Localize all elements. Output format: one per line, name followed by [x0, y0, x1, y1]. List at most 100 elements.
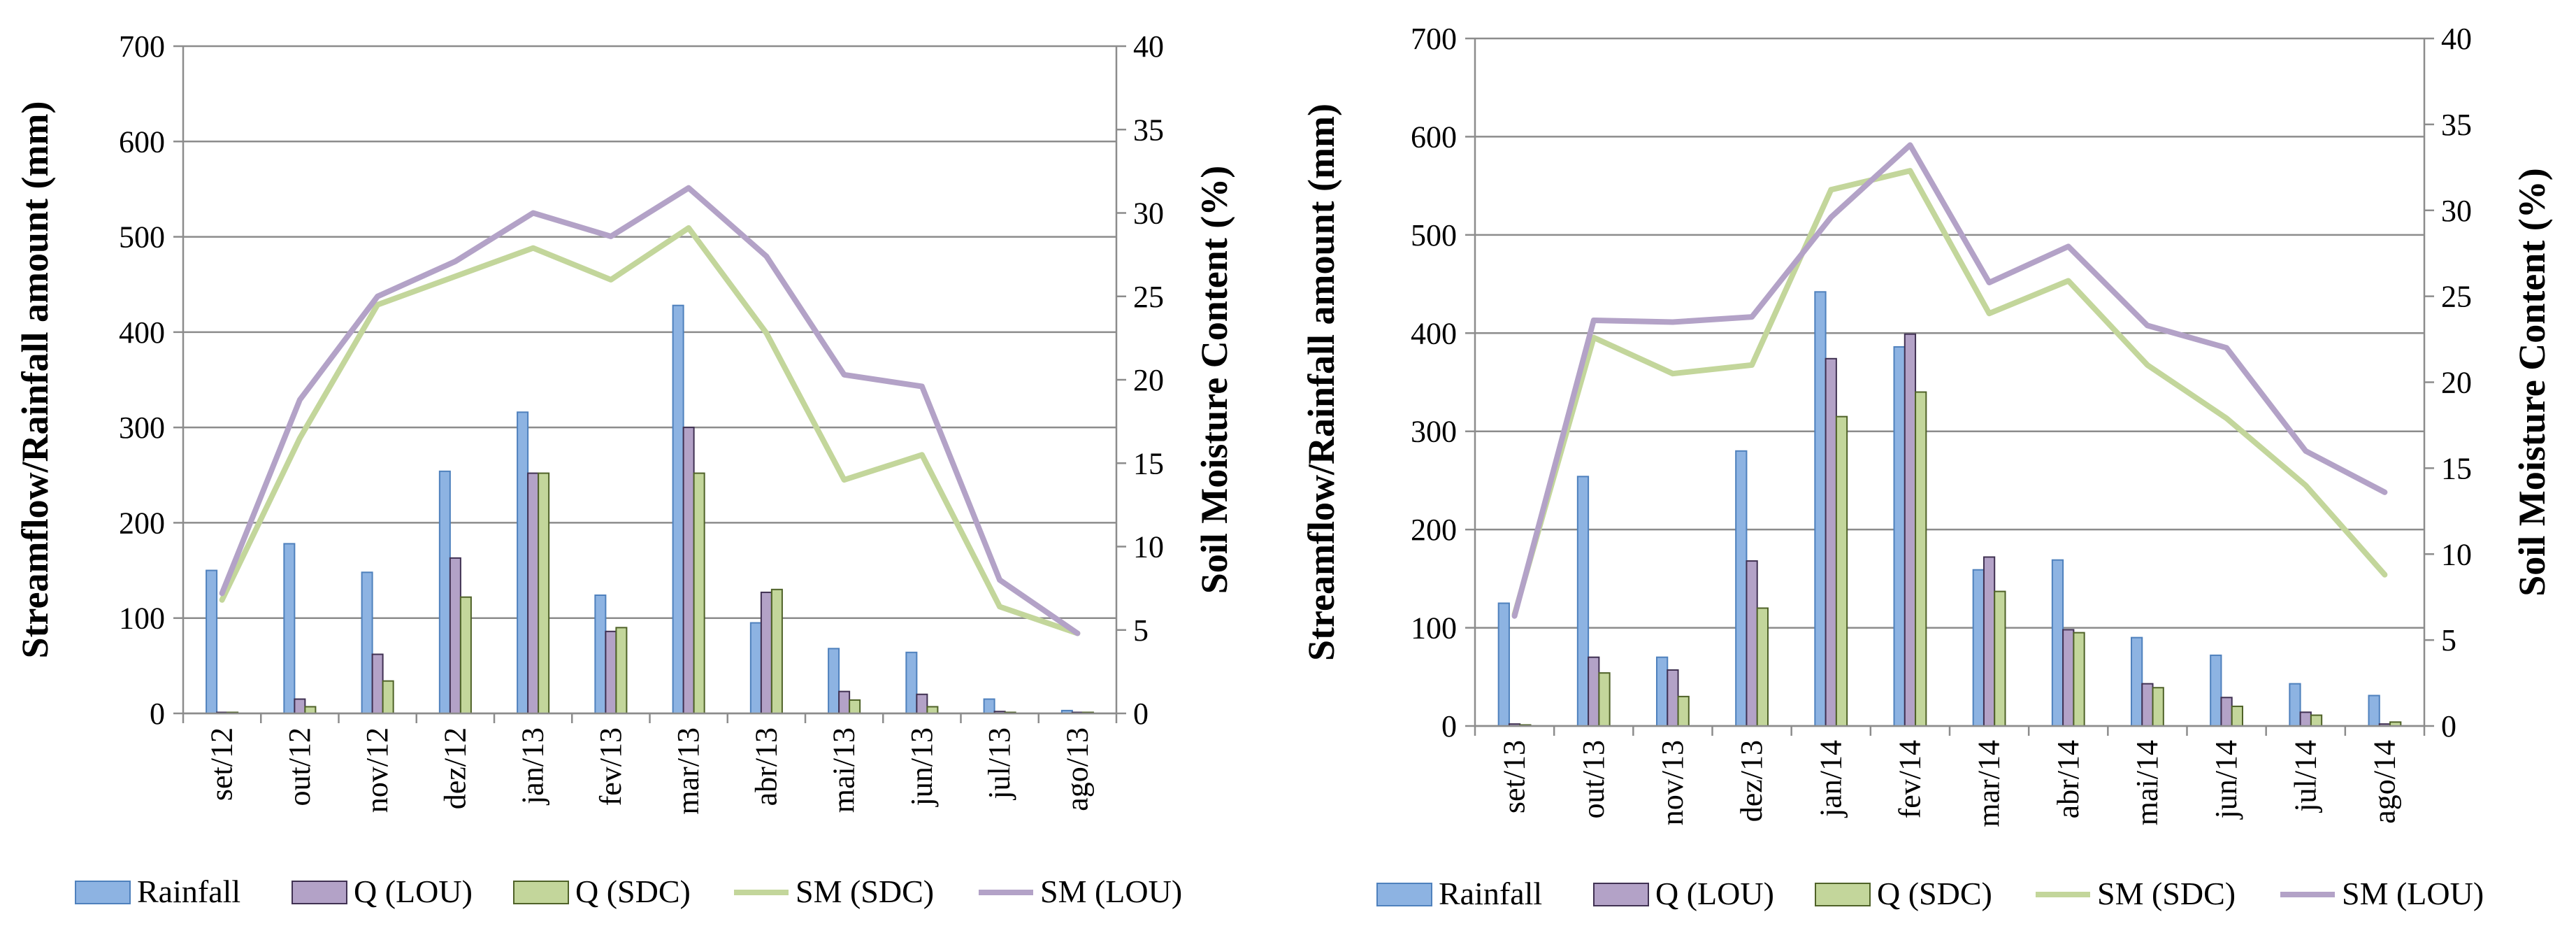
chart1-y2tick-label: 20 [1133, 363, 1164, 397]
chart2-category-label: mai/14 [2130, 740, 2164, 825]
chart2-category-label: set/13 [1497, 740, 1532, 813]
chart1-ytick-label: 0 [150, 697, 165, 731]
chart2-bar-q-sdc-10 [2310, 714, 2323, 727]
chart2-line-sm-lou [1511, 142, 2388, 619]
chart1-category-label: jul/13 [982, 727, 1016, 801]
chart1-category-label: out/12 [282, 727, 317, 806]
chart2-bar-q-sdc-4 [1835, 415, 1848, 727]
chart2-bar-rainfall-3 [1735, 450, 1748, 727]
chart1-category-label: dez/12 [438, 727, 472, 809]
chart1-line-sm-sdc [219, 225, 1081, 636]
chart1-bar-q-lou-5 [605, 630, 617, 715]
chart2-bar-q-sdc-7 [2073, 632, 2085, 727]
chart1-bar-rainfall-10 [983, 698, 995, 714]
chart1-bar-q-sdc-5 [615, 627, 628, 714]
chart1-legend-label-rainfall: Rainfall [137, 874, 240, 909]
chart2-legend-label-sm-lou: SM (LOU) [2342, 876, 2484, 911]
chart1-category-label: set/12 [205, 727, 239, 801]
chart1-y2tick-label: 40 [1133, 29, 1164, 64]
chart1-y2tick-label: 30 [1133, 197, 1164, 231]
chart1-bar-q-sdc-4 [538, 472, 550, 714]
chart2-bar-q-sdc-5 [1915, 391, 1927, 727]
chart2-bar-q-sdc-3 [1756, 607, 1769, 727]
chart1-bar-rainfall-6 [672, 304, 684, 714]
chart1-category-label: mai/13 [827, 727, 861, 813]
chart2-y2tick-label: 30 [2441, 194, 2472, 228]
chart1-category-label: jun/13 [905, 727, 939, 807]
chart2-bar-q-lou-5 [1904, 333, 1917, 727]
chart2-y2-axis-title: Soil Moisture Content (%) [2511, 168, 2553, 596]
chart1-y2tick-label: 35 [1133, 113, 1164, 147]
chart2-bar-rainfall-11 [2368, 695, 2380, 727]
chart2-bar-rainfall-9 [2210, 654, 2222, 727]
chart1-bar-rainfall-2 [361, 571, 373, 714]
chart2-bar-rainfall-0 [1497, 602, 1510, 727]
chart2-bar-q-sdc-2 [1677, 695, 1690, 727]
chart1-bar-rainfall-1 [283, 543, 296, 715]
chart2-bar-rainfall-1 [1576, 476, 1590, 727]
chart2-bar-q-lou-10 [2299, 711, 2312, 727]
chart2-bar-rainfall-2 [1656, 656, 1669, 727]
chart1-legend-swatch-q-sdc [513, 881, 569, 904]
chart2-y2tick-label: 20 [2441, 366, 2472, 400]
chart2-y2tick-label: 15 [2441, 451, 2472, 485]
chart2-category-label: jul/14 [2288, 740, 2322, 813]
chart2-legend-swatch-q-sdc [1815, 883, 1871, 906]
chart2-y2tick-label: 25 [2441, 280, 2472, 314]
chart1-y-axis-title: Streamflow/Rainfall amount (mm) [14, 101, 56, 659]
chart2-category-label: mar/14 [1972, 740, 2006, 827]
chart1-bar-q-lou-2 [371, 653, 384, 715]
chart1-legend-swatch-rainfall [75, 881, 131, 904]
chart1-y2tick-label: 0 [1133, 697, 1149, 731]
chart1-ytick-label: 400 [119, 315, 165, 350]
chart1-y2-axis-title: Soil Moisture Content (%) [1193, 166, 1235, 594]
chart1-bar-q-lou-3 [449, 557, 461, 715]
chart2-bar-q-sdc-6 [1994, 590, 2006, 727]
chart2-line-sm-sdc [1511, 168, 2388, 618]
chart1-legend-label-q-lou: Q (LOU) [354, 874, 473, 909]
chart2-category-label: jan/14 [1813, 740, 1848, 818]
chart2-ytick-label: 600 [1411, 120, 1457, 154]
chart1-category-label: abr/13 [749, 727, 783, 806]
chart1-ytick-label: 200 [119, 506, 165, 540]
chart2-y2tick-label: 5 [2441, 623, 2456, 657]
chart2-bar-q-lou-7 [2062, 629, 2075, 727]
chart2-ytick-label: 400 [1411, 316, 1457, 350]
chart2-bar-q-lou-9 [2220, 697, 2233, 727]
chart1-bar-q-lou-1 [294, 698, 306, 714]
chart2-ytick-label: 100 [1411, 611, 1457, 646]
chart1-y2tick-label: 5 [1133, 613, 1149, 648]
chart1-legend-swatch-q-lou [292, 881, 347, 904]
chart1-bar-rainfall-5 [594, 594, 607, 715]
chart2-legend-swatch-rainfall [1376, 883, 1432, 906]
chart-2013-2014: 0 100 200 300 400 500 600 700 0 5 10 15 20 25 30 35 40 se… [1300, 22, 2553, 911]
chart2-category-label: ago/14 [2367, 740, 2401, 824]
chart1-bar-q-sdc-7 [770, 588, 783, 714]
chart2-bar-q-lou-1 [1588, 656, 1600, 727]
chart1-bar-q-lou-7 [760, 591, 772, 714]
chart1-bar-q-lou-9 [916, 693, 928, 715]
chart2-ytick-label: 700 [1411, 22, 1457, 56]
chart1-bar-rainfall-7 [749, 622, 762, 714]
chart1-legend-label-sm-sdc: SM (SDC) [796, 874, 934, 909]
chart2-bar-rainfall-7 [2051, 559, 2064, 727]
chart1-bar-rainfall-9 [905, 651, 918, 715]
chart-2012-2013: 0 100 200 300 400 500 600 700 0 5 10 15 20 25 30 35 40 se… [14, 29, 1235, 909]
chart2-bar-q-sdc-8 [2152, 687, 2164, 727]
chart2-ytick-label: 0 [1441, 709, 1457, 743]
chart2-legend-label-sm-sdc: SM (SDC) [2097, 876, 2236, 911]
chart1-category-label: jan/13 [516, 727, 550, 806]
chart2-bar-q-lou-3 [1746, 560, 1758, 727]
chart2-category-label: nov/13 [1655, 740, 1690, 825]
chart1-y2tick-label: 15 [1133, 446, 1164, 480]
chart1-ytick-label: 700 [119, 29, 165, 64]
chart1-category-label: nov/12 [360, 727, 394, 813]
chart1-line-sm-lou [219, 185, 1081, 636]
chart2-legend-label-q-lou: Q (LOU) [1655, 876, 1774, 911]
chart1-ytick-label: 300 [119, 411, 165, 445]
chart1-category-label: ago/13 [1060, 727, 1094, 811]
chart1-legend-label-sm-lou: SM (LOU) [1040, 874, 1182, 909]
chart2-legend-swatch-q-lou [1593, 883, 1649, 906]
chart2-ytick-label: 300 [1411, 415, 1457, 449]
